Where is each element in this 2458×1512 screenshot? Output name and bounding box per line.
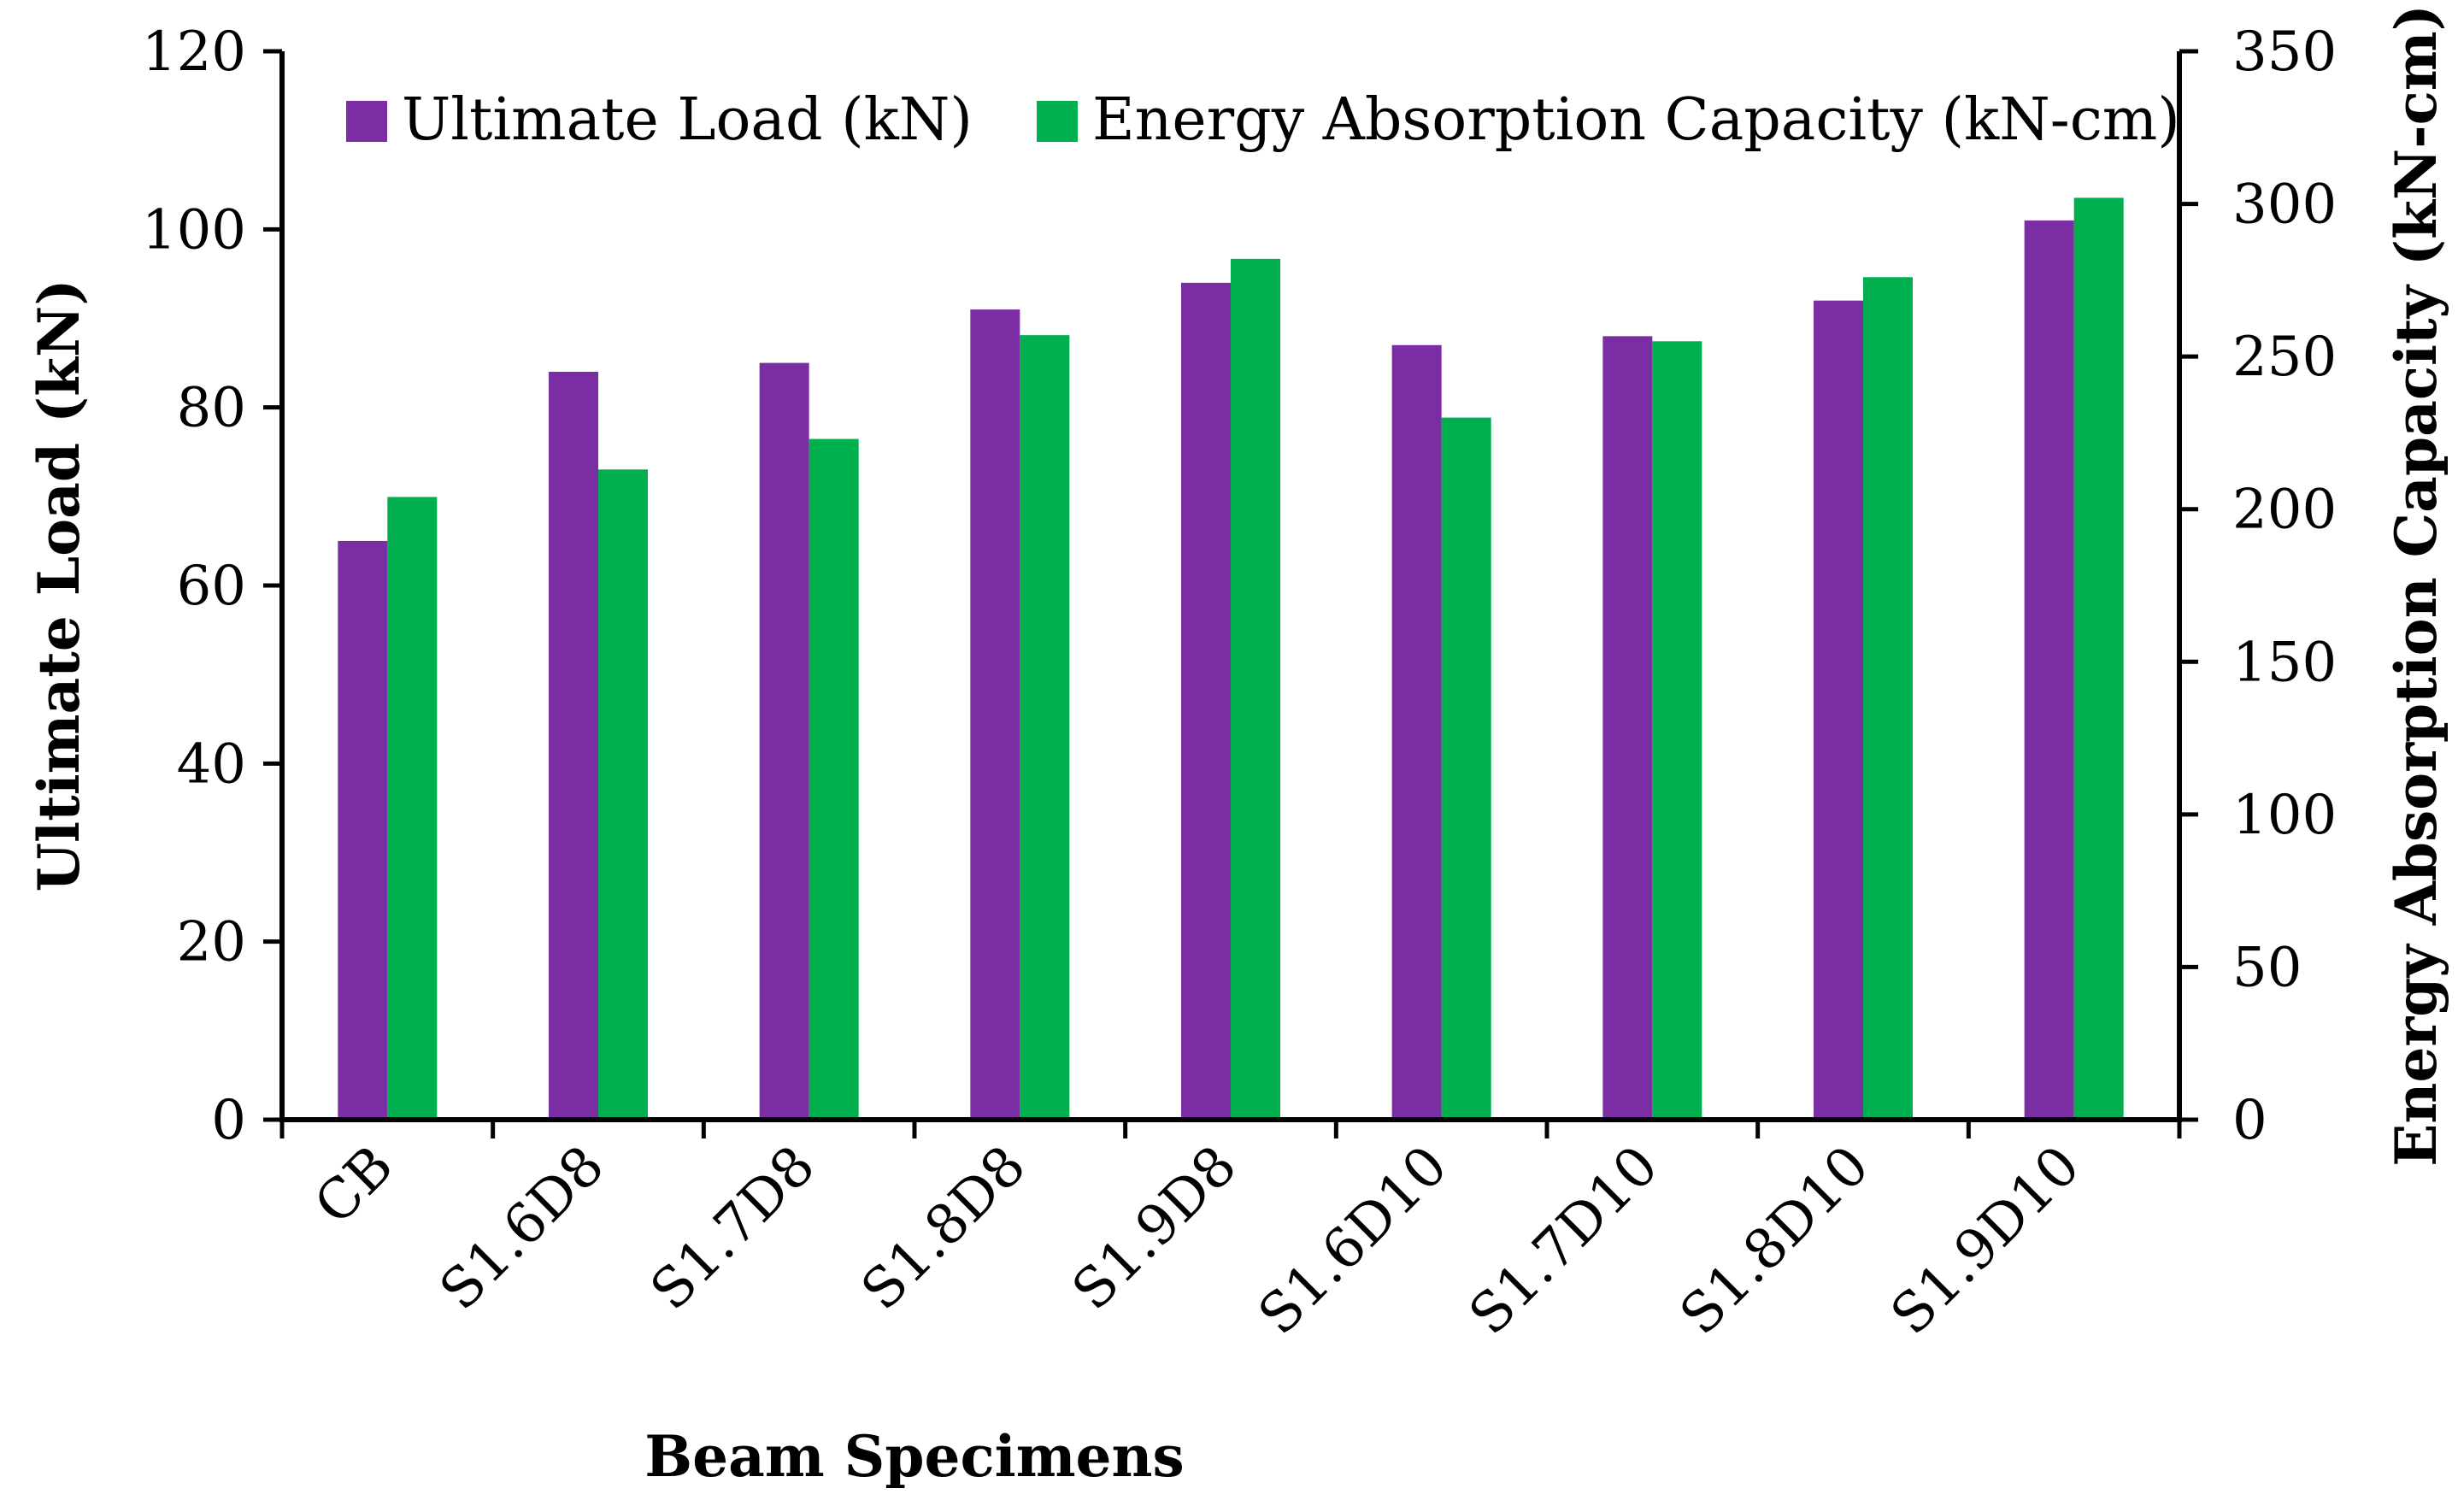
legend-label-energy-absorption: Energy Absorption Capacity (kN-cm) xyxy=(1092,86,2180,154)
right-y-tick-label: 200 xyxy=(2232,479,2337,542)
bar-ultimate-load-s1-6d8 xyxy=(549,372,598,1120)
bar-ultimate-load-cb xyxy=(338,540,388,1120)
x-tick-label: S1.7D10 xyxy=(1457,1134,1670,1347)
x-tick-label: S1.9D8 xyxy=(1061,1134,1249,1322)
right-y-tick-label: 300 xyxy=(2232,174,2337,237)
bar-energy-absorption-s1-8d8 xyxy=(1020,335,1070,1121)
right-y-tick-label: 100 xyxy=(2232,784,2337,847)
legend-label-ultimate-load: Ultimate Load (kN) xyxy=(402,86,973,154)
right-y-axis-title: Energy Absorption Capacity (kN-cm) xyxy=(2383,4,2449,1167)
right-y-tick-label: 50 xyxy=(2232,936,2302,999)
left-y-tick-label: 20 xyxy=(177,911,246,974)
x-tick-label: CB xyxy=(303,1134,405,1237)
x-tick-label: S1.7D8 xyxy=(639,1134,827,1322)
left-y-tick-label: 0 xyxy=(211,1089,246,1152)
bar-ultimate-load-s1-6d10 xyxy=(1391,344,1442,1120)
x-tick-label: S1.6D10 xyxy=(1247,1134,1460,1347)
bar-energy-absorption-s1-6d8 xyxy=(598,469,648,1120)
left-y-tick-label: 40 xyxy=(177,732,246,796)
x-tick-label: S1.8D10 xyxy=(1668,1134,1881,1347)
bar-energy-absorption-s1-6d10 xyxy=(1441,417,1491,1121)
left-y-axis-title: Ultimate Load (kN) xyxy=(26,279,92,891)
bar-energy-absorption-s1-9d8 xyxy=(1231,258,1280,1120)
x-tick-label: S1.6D8 xyxy=(428,1134,616,1322)
bar-energy-absorption-s1-7d10 xyxy=(1652,341,1702,1120)
x-axis-title: Beam Specimens xyxy=(644,1423,1184,1490)
bar-energy-absorption-s1-9d10 xyxy=(2073,197,2124,1120)
right-y-tick-label: 250 xyxy=(2232,326,2337,389)
left-y-tick-label: 100 xyxy=(142,198,246,262)
bar-energy-absorption-s1-7d8 xyxy=(809,438,859,1120)
legend: Ultimate Load (kN) Energy Absorption Cap… xyxy=(346,86,2180,154)
bar-ultimate-load-s1-8d10 xyxy=(1814,300,1863,1121)
bar-ultimate-load-s1-7d10 xyxy=(1602,336,1653,1120)
left-y-tick-label: 80 xyxy=(177,377,246,440)
legend-swatch-ultimate-load xyxy=(346,101,387,142)
bar-ultimate-load-s1-9d8 xyxy=(1181,282,1231,1120)
left-y-tick-label: 120 xyxy=(142,21,246,84)
bar-ultimate-load-s1-7d8 xyxy=(759,362,809,1120)
bar-ultimate-load-s1-8d8 xyxy=(970,309,1020,1120)
right-y-tick-label: 150 xyxy=(2232,631,2337,694)
left-y-tick-label: 60 xyxy=(177,555,246,618)
bar-energy-absorption-s1-8d10 xyxy=(1863,277,1913,1120)
bar-energy-absorption-cb xyxy=(387,497,438,1120)
bar-ultimate-load-s1-9d10 xyxy=(2024,220,2074,1121)
x-tick-label: S1.8D8 xyxy=(850,1134,1038,1322)
bars-layer xyxy=(338,197,2124,1121)
legend-swatch-energy-absorption xyxy=(1037,101,1078,142)
right-y-tick-label: 350 xyxy=(2232,21,2337,84)
x-tick-label: S1.9D10 xyxy=(1879,1134,2092,1347)
right-y-tick-label: 0 xyxy=(2232,1089,2267,1152)
